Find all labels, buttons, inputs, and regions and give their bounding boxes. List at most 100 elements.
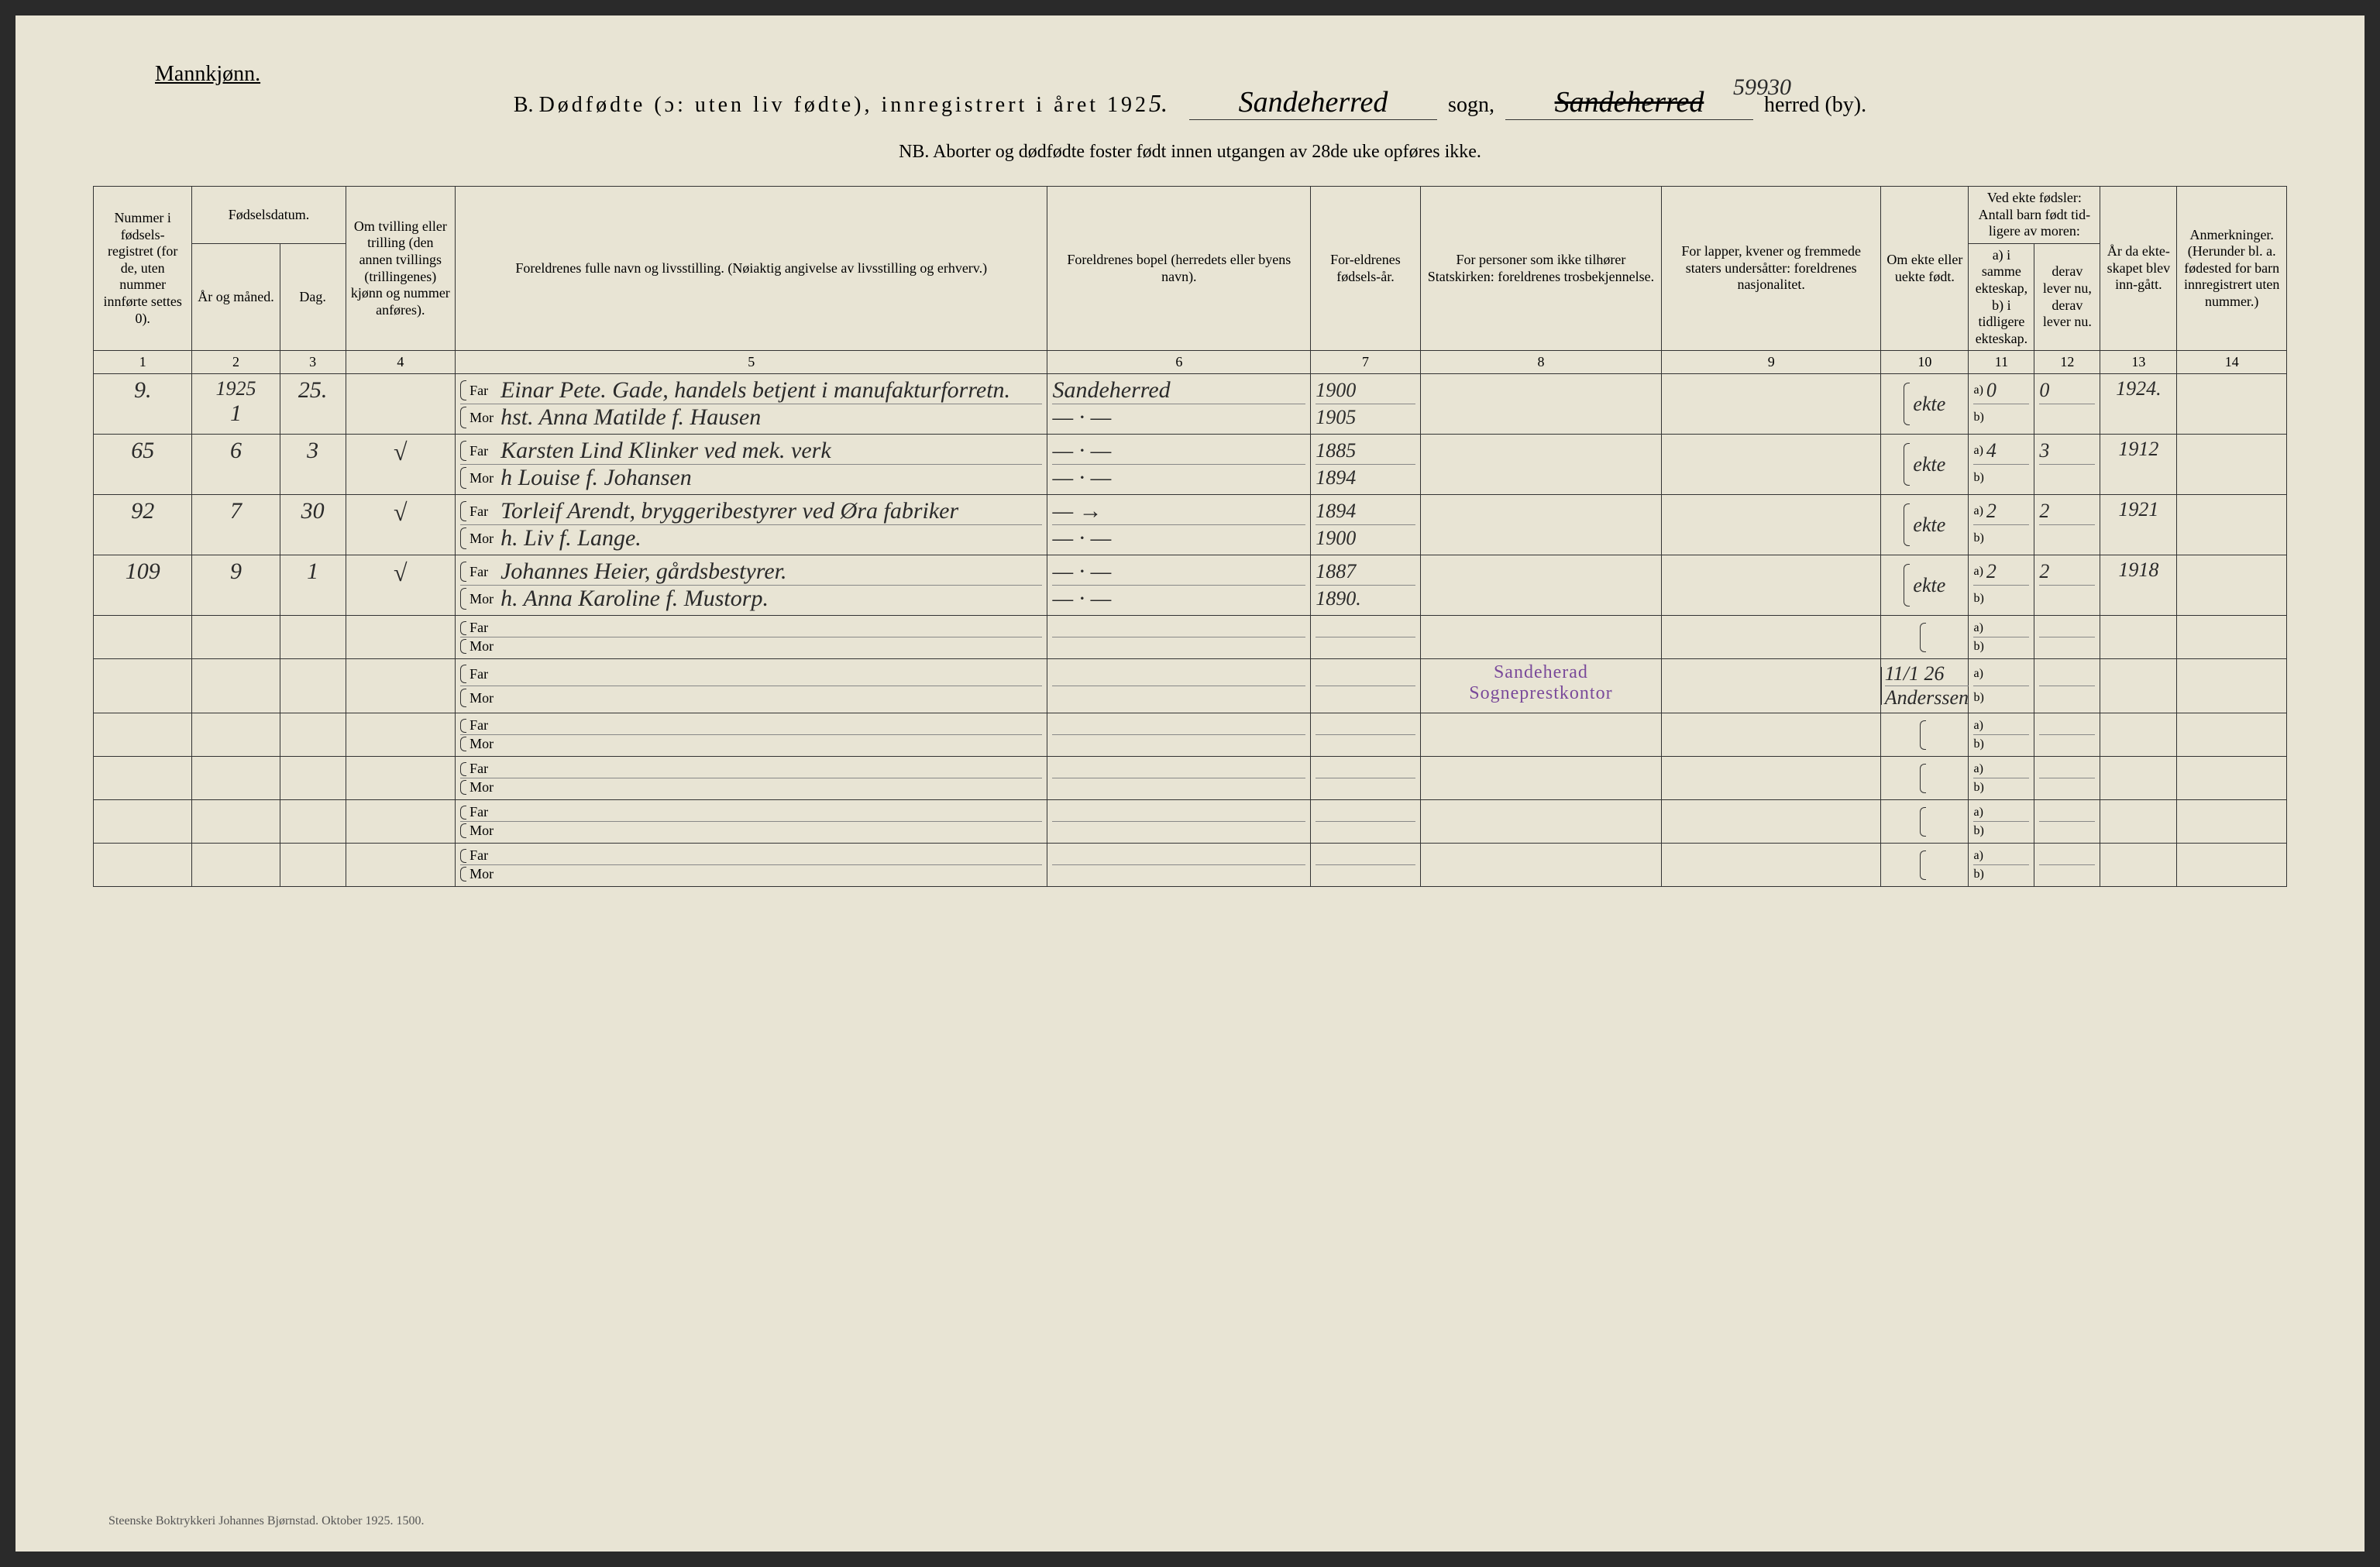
month: 1 xyxy=(197,400,274,427)
b-label: b) xyxy=(1973,868,1983,881)
father-birthyear: 1900 xyxy=(1316,379,1356,402)
page-number: 59930 xyxy=(1733,74,1791,101)
table-cell xyxy=(2177,495,2287,555)
colnum: 14 xyxy=(2177,351,2287,374)
col-11-header: a) i samme ekteskap, b) i tidligere ekte… xyxy=(1969,243,2034,351)
col-8-header: For personer som ikke tilhører Statskirk… xyxy=(1420,187,1661,351)
table-row: Far Mor a) b) xyxy=(94,757,2287,800)
mother-birthyear: 1890. xyxy=(1316,587,1361,610)
mor-label: Mor xyxy=(469,736,500,752)
mother-birthyear: 1894 xyxy=(1316,466,1356,490)
col-1-header: Nummer i fødsels-registret (for de, uten… xyxy=(94,187,192,351)
table-cell: 1921 xyxy=(2100,495,2177,555)
table-cell: √ xyxy=(346,555,456,616)
table-cell: 1885 1894 xyxy=(1311,435,1421,495)
far-label: Far xyxy=(469,503,500,520)
father-name: Karsten Lind Klinker ved mek. verk xyxy=(500,438,831,464)
table-row: 92730√ FarTorleif Arendt, bryggeribestyr… xyxy=(94,495,2287,555)
table-cell xyxy=(346,757,456,800)
table-cell: 1894 1900 xyxy=(1311,495,1421,555)
colnum: 12 xyxy=(2034,351,2100,374)
day: 3 xyxy=(285,438,341,464)
b-label: b) xyxy=(1973,592,1983,606)
twin-mark: √ xyxy=(351,498,451,527)
gender-label: Mannkjønn. xyxy=(155,62,260,87)
far-label: Far xyxy=(469,717,500,734)
colnum: 2 xyxy=(192,351,280,374)
ledger-page: Mannkjønn. 59930 B. Dødfødte (ɔ: uten li… xyxy=(15,15,2365,1552)
table-cell xyxy=(1311,844,1421,887)
father-place: — → xyxy=(1052,498,1102,524)
table-cell xyxy=(2177,713,2287,757)
table-cell: — · — — · — xyxy=(1047,435,1311,495)
table-cell xyxy=(346,374,456,435)
table-cell xyxy=(2177,659,2287,713)
b-label: b) xyxy=(1973,691,1983,705)
col-14-header: Anmerkninger. (Herunder bl. a. fødested … xyxy=(2177,187,2287,351)
mor-label: Mor xyxy=(469,690,500,706)
a-label: a) xyxy=(1973,444,1983,458)
table-cell xyxy=(1047,713,1311,757)
table-cell: 2 xyxy=(2034,495,2100,555)
colnum: 9 xyxy=(1662,351,1881,374)
parish-handwritten: Sandeherred xyxy=(1189,85,1437,120)
table-cell: 109 xyxy=(94,555,192,616)
table-cell xyxy=(2100,659,2177,713)
a-label: a) xyxy=(1973,849,1983,863)
table-cell xyxy=(2034,713,2100,757)
table-cell: 25. xyxy=(280,374,346,435)
far-label: Far xyxy=(469,666,500,682)
col-4-header: Om tvilling eller trilling (den annen tv… xyxy=(346,187,456,351)
mother-place: — · — xyxy=(1052,525,1111,552)
table-cell xyxy=(2100,757,2177,800)
bracket-icon xyxy=(460,806,466,820)
mor-label: Mor xyxy=(469,779,500,796)
a-label: a) xyxy=(1973,762,1983,776)
table-cell xyxy=(1662,713,1881,757)
mother-birthyear: 1900 xyxy=(1316,527,1356,550)
table-cell xyxy=(1662,495,1881,555)
table-cell: ekte xyxy=(1881,495,1969,555)
table-cell xyxy=(1662,374,1881,435)
bracket-icon xyxy=(460,823,466,838)
entry-number: 109 xyxy=(98,558,187,585)
table-cell: a) 2 b) xyxy=(1969,495,2034,555)
living-a: 2 xyxy=(2039,500,2049,523)
table-cell xyxy=(1662,555,1881,616)
table-cell xyxy=(192,659,280,713)
bracket-icon xyxy=(1904,443,1910,486)
table-cell: ekte xyxy=(1881,435,1969,495)
col-5-header: Foreldrenes fulle navn og livsstilling. … xyxy=(456,187,1047,351)
title-row: 59930 B. Dødfødte (ɔ: uten liv fødte), i… xyxy=(93,85,2287,120)
stamp-date: 11/1 26 xyxy=(1885,662,1945,686)
table-cell: 0 xyxy=(2034,374,2100,435)
table-row: Far Mor a) b) xyxy=(94,800,2287,844)
table-cell xyxy=(1881,800,1969,844)
table-cell xyxy=(1881,713,1969,757)
table-head: Nummer i fødsels-registret (for de, uten… xyxy=(94,187,2287,374)
col-9-header: For lapper, kvener og fremmede staters u… xyxy=(1662,187,1881,351)
table-cell: FarJohannes Heier, gårdsbestyrer. Morh. … xyxy=(456,555,1047,616)
sogn-label: sogn, xyxy=(1448,93,1494,117)
mother-place: — · — xyxy=(1052,586,1111,612)
table-cell xyxy=(94,713,192,757)
entry-number: 65 xyxy=(98,438,187,464)
day: 30 xyxy=(285,498,341,524)
mor-label: Mor xyxy=(469,638,500,655)
children-same-marriage: 2 xyxy=(1986,560,1997,583)
twin-mark: √ xyxy=(351,438,451,466)
bracket-icon xyxy=(460,639,466,654)
bracket-icon xyxy=(1904,503,1910,546)
mor-label: Mor xyxy=(469,866,500,882)
table-cell xyxy=(192,616,280,659)
table-row: 9.1925125. FarEinar Pete. Gade, handels … xyxy=(94,374,2287,435)
table-cell: ekte xyxy=(1881,374,1969,435)
bracket-icon xyxy=(460,407,466,428)
table-cell: a) b) xyxy=(1969,616,2034,659)
table-cell: 3 xyxy=(280,435,346,495)
table-cell xyxy=(2177,757,2287,800)
far-label: Far xyxy=(469,847,500,864)
col-12-header: derav lever nu, derav lever nu. xyxy=(2034,243,2100,351)
table-cell xyxy=(192,757,280,800)
colnum: 7 xyxy=(1311,351,1421,374)
